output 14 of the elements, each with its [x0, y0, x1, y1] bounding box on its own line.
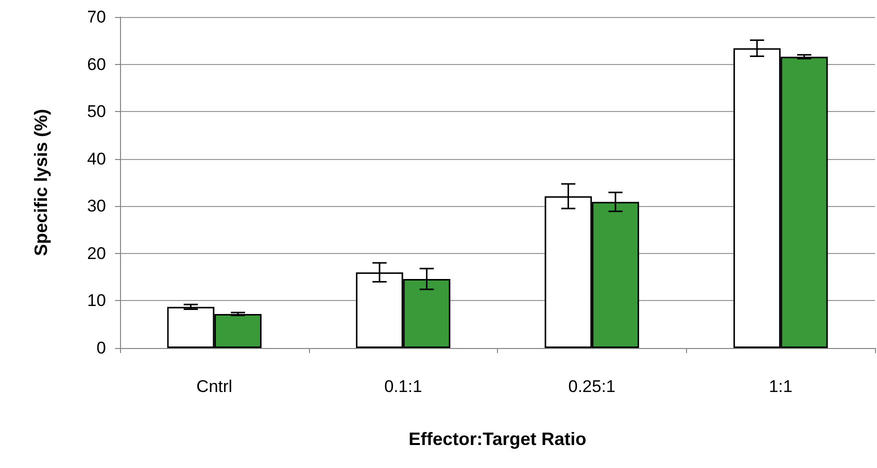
y-tick-label: 20: [87, 244, 106, 263]
y-tick-label: 40: [87, 149, 106, 168]
x-tick-label: 0.25:1: [568, 377, 616, 396]
y-tick-label: 70: [87, 8, 106, 26]
y-tick-label: 0: [96, 338, 106, 358]
y-axis-title: Specific lysis (%): [31, 108, 51, 256]
y-tick-label: 30: [87, 196, 106, 216]
x-axis-title: Effector:Target Ratio: [408, 429, 586, 449]
x-tick-label: 1:1: [768, 377, 792, 396]
x-tick-label: 0.1:1: [384, 377, 422, 396]
y-tick-label: 10: [87, 291, 106, 310]
y-tick-label: 50: [87, 102, 106, 122]
x-tick-label: Cntrl: [196, 377, 232, 396]
y-tick-label: 60: [87, 54, 106, 74]
